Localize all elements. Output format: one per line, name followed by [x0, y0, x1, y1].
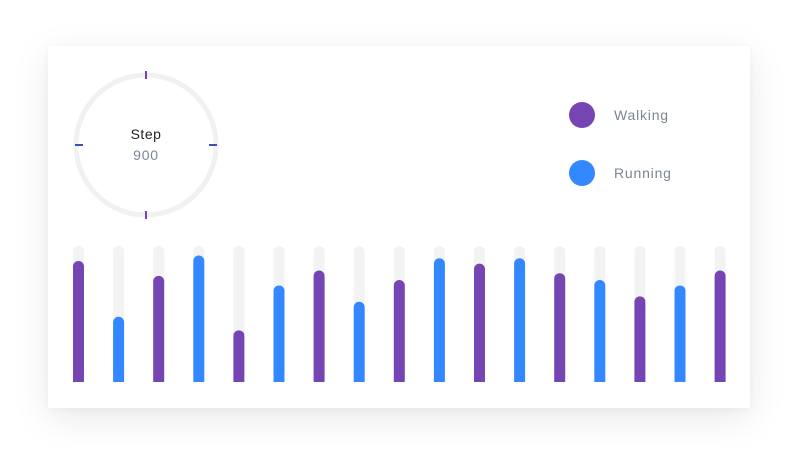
bar-walking [313, 270, 325, 382]
step-gauge: Step 900 [72, 71, 220, 219]
legend-item-walking: Walking [569, 102, 669, 128]
bar-running [193, 255, 205, 382]
bar-running [674, 285, 686, 382]
bar-walking [554, 273, 566, 382]
bar-walking [393, 280, 405, 382]
gauge-title: Step [130, 126, 162, 142]
bar-walking [714, 270, 726, 382]
gauge-value: 900 [133, 147, 159, 163]
bar-running [113, 316, 125, 382]
bar-walking [474, 263, 485, 382]
bar-walking [153, 275, 165, 382]
bar-running [594, 280, 606, 382]
legend-dot-running [569, 160, 595, 186]
bar-walking [73, 260, 84, 382]
gauge-ring [73, 71, 219, 219]
bar-running [514, 258, 526, 382]
bar-running [433, 258, 445, 382]
legend-label-walking: Walking [614, 107, 669, 123]
bar-walking [233, 330, 245, 382]
legend-item-running: Running [569, 160, 672, 186]
bar-running [353, 301, 365, 382]
bar-running [273, 285, 285, 382]
legend-label-running: Running [614, 165, 672, 181]
legend-dot-walking [569, 102, 595, 128]
bar-walking [634, 296, 646, 382]
